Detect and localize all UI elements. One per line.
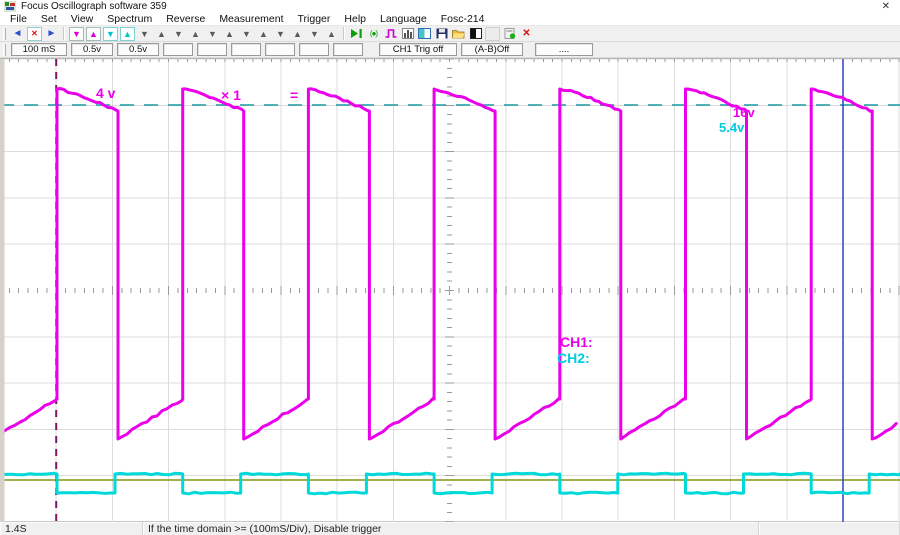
aux-channel-6-down-icon[interactable]: ▼ [310, 28, 319, 39]
aux-channel-3-up-icon[interactable]: ▲ [225, 28, 234, 39]
scope-canvas [0, 59, 900, 522]
toolbar-drag-handle[interactable] [3, 43, 6, 56]
empty-combo-2[interactable] [197, 43, 227, 56]
empty-combo-1[interactable] [163, 43, 193, 56]
aux-channel-buttons: ▼ ▲ ▼ ▲ ▼ ▲ ▼ ▲ ▼ ▲ ▼ ▲ [136, 27, 340, 41]
ch2-down-icon[interactable]: ▼ [103, 26, 118, 41]
aux-scale-combos [161, 43, 365, 56]
menu-item-measurement[interactable]: Measurement [219, 12, 284, 25]
ch2-up-icon[interactable]: ▲ [120, 26, 135, 41]
aux-channel-2-up-icon[interactable]: ▲ [191, 28, 200, 39]
status-extra [759, 522, 900, 535]
scale-value-label: 4 v [96, 85, 116, 101]
display-panel-icon[interactable] [417, 27, 432, 41]
ch2-measurement-value: 5.4v [719, 120, 745, 135]
menu-item-view[interactable]: View [70, 12, 94, 25]
status-message: If the time domain >= (100mS/Div), Disab… [143, 522, 759, 535]
menu-item-language[interactable]: Language [380, 12, 427, 25]
toolbar-separator [63, 27, 65, 40]
ch1-down-icon[interactable]: ▼ [69, 26, 84, 41]
aux-channel-4-down-icon[interactable]: ▼ [242, 28, 251, 39]
aux-channel-2-down-icon[interactable]: ▼ [174, 28, 183, 39]
empty-combo-3[interactable] [231, 43, 261, 56]
aux-channel-6-up-icon[interactable]: ▲ [327, 28, 336, 39]
menu-item-reverse[interactable]: Reverse [166, 12, 206, 25]
toolbar-separator [343, 27, 345, 40]
ch1-label: CH1: [560, 334, 593, 350]
window-title: Focus Oscillograph software 359 [21, 1, 167, 12]
pulse-wave-icon[interactable] [383, 27, 398, 41]
scroll-left-icon[interactable]: ◄ [12, 27, 23, 39]
timebase-combo[interactable]: 100 mS [11, 43, 67, 56]
menu-item-fosc-214[interactable]: Fosc-214 [440, 12, 485, 25]
close-icon[interactable]: ✕ [881, 1, 890, 12]
ch2-label: CH2: [557, 350, 590, 366]
record-icon[interactable]: (●) [369, 28, 378, 38]
scope-display[interactable]: 4 v × 1 = 16v 5.4v CH1: CH2: [0, 58, 900, 522]
contrast-panel-icon[interactable] [468, 27, 483, 41]
histogram-icon[interactable] [400, 27, 415, 41]
ch2-scale-combo[interactable]: 0.5v [117, 43, 159, 56]
aux-channel-3-down-icon[interactable]: ▼ [208, 28, 217, 39]
toolbar-drag-handle[interactable] [3, 27, 6, 40]
scale-mult-label: × 1 [221, 87, 241, 103]
aux-channel-5-up-icon[interactable]: ▲ [293, 28, 302, 39]
menu-item-set[interactable]: Set [40, 12, 57, 25]
aux-channel-5-down-icon[interactable]: ▼ [276, 28, 285, 39]
ch1-measurement-value: 16v [733, 105, 755, 120]
menu-item-file[interactable]: File [10, 12, 27, 25]
scroll-right-icon[interactable]: ► [46, 27, 57, 39]
reset-view-icon[interactable]: ✕ [27, 26, 42, 41]
menu-item-trigger[interactable]: Trigger [297, 12, 331, 25]
titlebar: Focus Oscillograph software 359 ✕ [0, 0, 900, 13]
empty-combo-6[interactable] [333, 43, 363, 56]
diff-mode-combo[interactable]: (A-B)Off [461, 43, 523, 56]
scale-eq-label: = [290, 87, 299, 103]
empty-combo-5[interactable] [299, 43, 329, 56]
ch1-up-icon[interactable]: ▲ [86, 26, 101, 41]
trigger-mode-combo[interactable]: CH1 Trig off [379, 43, 457, 56]
clear-red-x-icon[interactable]: ✕ [522, 27, 531, 39]
disabled-panel-icon [485, 26, 500, 41]
app-icon [4, 1, 16, 12]
main-toolbar: ◄ ✕ ► ▼ ▲ ▼ ▲ ▼ ▲ ▼ ▲ ▼ ▲ ▼ ▲ ▼ ▲ ▼ ▲ (●) [0, 26, 900, 42]
status-time: 1.4S [0, 522, 143, 535]
aux-channel-1-down-icon[interactable]: ▼ [140, 28, 149, 39]
menubar: File Set View Spectrum Reverse Measurement Tri… [0, 13, 900, 26]
run-pause-icon[interactable] [349, 27, 364, 41]
save-icon[interactable] [434, 27, 449, 41]
export-image-icon[interactable] [502, 27, 517, 41]
menu-item-help[interactable]: Help [344, 12, 366, 25]
empty-combo-4[interactable] [265, 43, 295, 56]
menu-item-spectrum[interactable]: Spectrum [107, 12, 153, 25]
more-options-combo[interactable]: .... [535, 43, 593, 56]
aux-channel-4-up-icon[interactable]: ▲ [259, 28, 268, 39]
open-folder-icon[interactable] [451, 27, 466, 41]
ch1-scale-combo[interactable]: 0.5v [71, 43, 113, 56]
aux-channel-1-up-icon[interactable]: ▲ [157, 28, 166, 39]
statusbar: 1.4S If the time domain >= (100mS/Div), … [0, 521, 900, 535]
controls-toolbar: 100 mS 0.5v 0.5v CH1 Trig off (A-B)Off .… [0, 42, 900, 58]
